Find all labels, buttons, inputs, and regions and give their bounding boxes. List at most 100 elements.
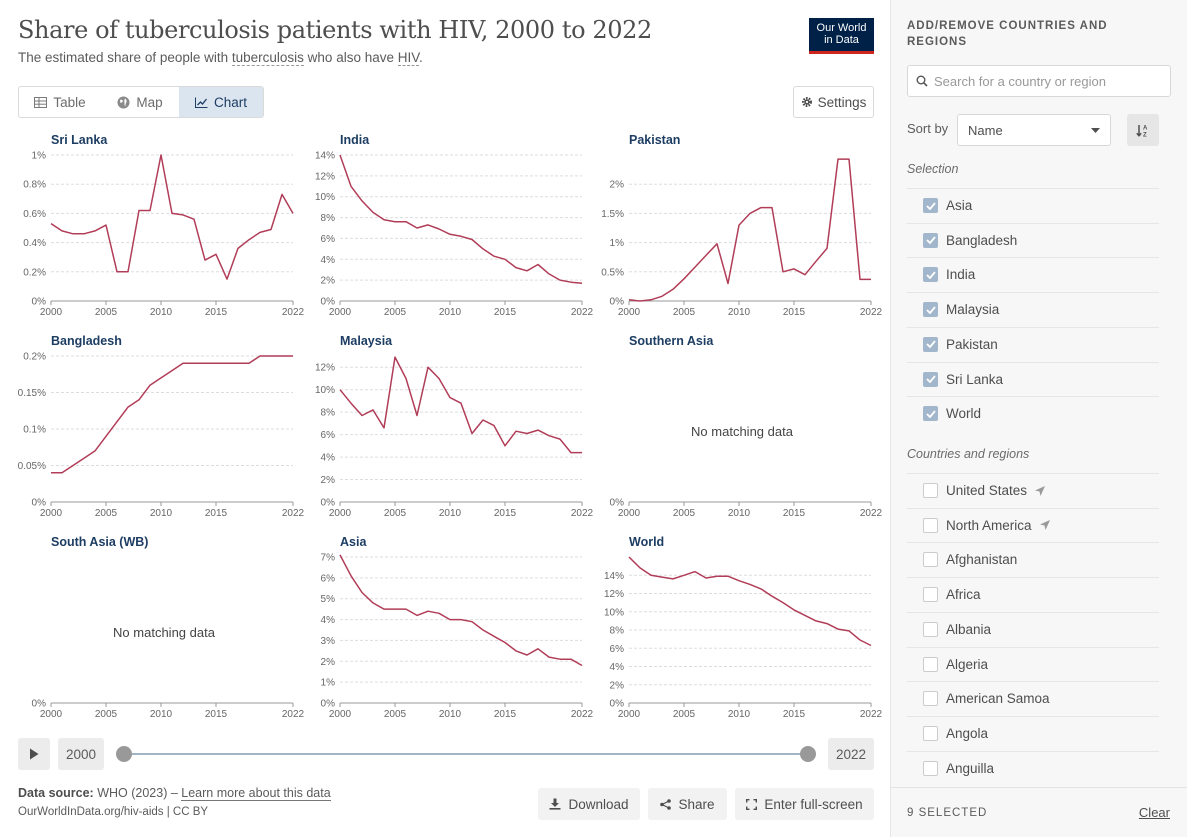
checkbox[interactable] xyxy=(923,552,938,568)
entity-item[interactable]: Afghanistan xyxy=(907,542,1159,576)
selection-heading: Selection xyxy=(907,162,959,176)
tab-map[interactable]: Map xyxy=(101,87,179,117)
play-button[interactable] xyxy=(18,738,50,770)
entity-label: Africa xyxy=(946,587,981,603)
y-tick-label: 0% xyxy=(610,297,625,308)
x-tick-label: 2005 xyxy=(95,307,118,318)
facet-bangladesh: Bangladesh 2000 2005 2010 2015 2022 0% 0.05% 0.1… xyxy=(18,334,305,519)
timeline-start-handle[interactable] xyxy=(116,746,132,762)
x-tick-label: 2015 xyxy=(783,508,806,519)
entity-item[interactable]: Africa xyxy=(907,577,1159,611)
timeline-track[interactable] xyxy=(124,753,808,755)
learn-more-link[interactable]: Learn more about this data xyxy=(181,786,331,801)
y-tick-label: 6% xyxy=(321,234,336,245)
timeline-end-handle[interactable] xyxy=(800,746,816,762)
fullscreen-button[interactable]: Enter full-screen xyxy=(735,788,874,820)
checkbox-checked[interactable] xyxy=(923,406,938,422)
sidebar-footer: 9 SELECTED Clear xyxy=(891,787,1187,837)
x-tick-label: 2005 xyxy=(673,508,696,519)
entity-item[interactable]: Malaysia xyxy=(907,292,1159,326)
entity-item[interactable]: Sri Lanka xyxy=(907,361,1159,396)
source-url[interactable]: OurWorldInData.org/hiv-aids | CC BY xyxy=(18,806,209,818)
entity-label: North America xyxy=(946,517,1032,533)
location-arrow-icon xyxy=(1035,485,1046,496)
y-tick-label: 3% xyxy=(321,636,336,647)
hiv-link[interactable]: HIV xyxy=(397,50,419,66)
checkbox-checked[interactable] xyxy=(923,198,938,213)
checkbox[interactable] xyxy=(923,517,938,533)
checkbox[interactable] xyxy=(923,587,938,603)
y-tick-label: 2% xyxy=(321,276,336,287)
download-icon xyxy=(549,798,561,810)
y-tick-label: 2% xyxy=(610,180,625,191)
entity-item[interactable]: Algeria xyxy=(907,646,1159,681)
checkbox-checked[interactable] xyxy=(923,302,938,318)
share-button[interactable]: Share xyxy=(648,788,727,820)
x-tick-label: 2015 xyxy=(494,307,517,318)
y-tick-label: 12% xyxy=(604,589,624,600)
x-tick-label: 2005 xyxy=(384,508,407,519)
x-tick-label: 2010 xyxy=(150,508,173,519)
entity-label: Pakistan xyxy=(946,336,998,352)
y-tick-label: 2% xyxy=(610,680,625,691)
settings-button[interactable]: Settings xyxy=(793,86,874,118)
checkbox[interactable] xyxy=(923,483,938,498)
sort-select[interactable]: Name xyxy=(957,114,1111,146)
x-tick-label: 2005 xyxy=(95,709,118,720)
checkbox[interactable] xyxy=(923,725,938,741)
entity-item[interactable]: North America xyxy=(907,507,1159,542)
y-tick-label: 1.5% xyxy=(601,209,624,220)
download-button[interactable]: Download xyxy=(538,788,640,820)
facet-pakistan: Pakistan 2000 2005 2010 2015 2022 0% 0.5% 1% 1.5%… xyxy=(601,133,882,318)
checkbox[interactable] xyxy=(923,621,938,637)
sort-value: Name xyxy=(968,122,1003,138)
chart-title: Share of tuberculosis patients with HIV,… xyxy=(18,16,652,44)
tab-table[interactable]: Table xyxy=(19,87,101,117)
entity-item[interactable]: United States xyxy=(907,473,1159,507)
entity-item[interactable]: World xyxy=(907,396,1159,430)
y-tick-label: 0% xyxy=(321,297,336,308)
y-tick-label: 14% xyxy=(604,571,624,582)
owid-logo[interactable]: Our World in Data xyxy=(809,18,874,54)
search-input[interactable]: Search for a country or region xyxy=(907,65,1171,97)
x-tick-label: 2005 xyxy=(95,508,118,519)
line-chart-icon xyxy=(194,97,208,108)
entity-item[interactable]: Pakistan xyxy=(907,326,1159,361)
timeline-start-year[interactable]: 2000 xyxy=(58,738,104,770)
expand-icon xyxy=(746,798,758,810)
tuberculosis-link[interactable]: tuberculosis xyxy=(231,50,304,66)
download-label: Download xyxy=(568,796,629,812)
x-tick-label: 2010 xyxy=(728,307,751,318)
checkbox-checked[interactable] xyxy=(923,232,938,248)
y-tick-label: 14% xyxy=(315,151,335,162)
search-placeholder: Search for a country or region xyxy=(934,73,1106,89)
timeline-end-year[interactable]: 2022 xyxy=(828,738,874,770)
x-tick-label: 2000 xyxy=(618,508,641,519)
facet-malaysia: Malaysia 2000 2005 2010 2015 2022 0% 2% 4% 6% 8% 10… xyxy=(315,334,594,519)
checkbox[interactable] xyxy=(923,691,938,707)
svg-text:Z: Z xyxy=(1143,132,1147,137)
facet-title: Southern Asia xyxy=(629,334,714,348)
entity-item[interactable]: India xyxy=(907,257,1159,291)
series-line xyxy=(339,356,582,454)
search-icon xyxy=(916,75,928,87)
settings-label: Settings xyxy=(817,94,867,110)
entity-item[interactable]: Asia xyxy=(907,188,1159,222)
checkbox-checked[interactable] xyxy=(923,336,938,352)
checkbox[interactable] xyxy=(923,760,938,776)
entity-item[interactable]: American Samoa xyxy=(907,681,1159,715)
entity-item[interactable]: Albania xyxy=(907,611,1159,646)
clear-button[interactable]: Clear xyxy=(1138,805,1170,820)
tab-label: Chart xyxy=(213,94,247,110)
tab-chart[interactable]: Chart xyxy=(179,87,263,117)
checkbox-checked[interactable] xyxy=(923,371,938,387)
x-tick-label: 2010 xyxy=(439,709,462,720)
checkbox[interactable] xyxy=(923,656,938,672)
entity-item[interactable]: Anguilla xyxy=(907,750,1159,785)
subtitle-text: . xyxy=(419,50,423,65)
x-tick-label: 2000 xyxy=(329,307,352,318)
checkbox-checked[interactable] xyxy=(923,267,938,283)
entity-item[interactable]: Bangladesh xyxy=(907,222,1159,257)
entity-item[interactable]: Angola xyxy=(907,715,1159,750)
